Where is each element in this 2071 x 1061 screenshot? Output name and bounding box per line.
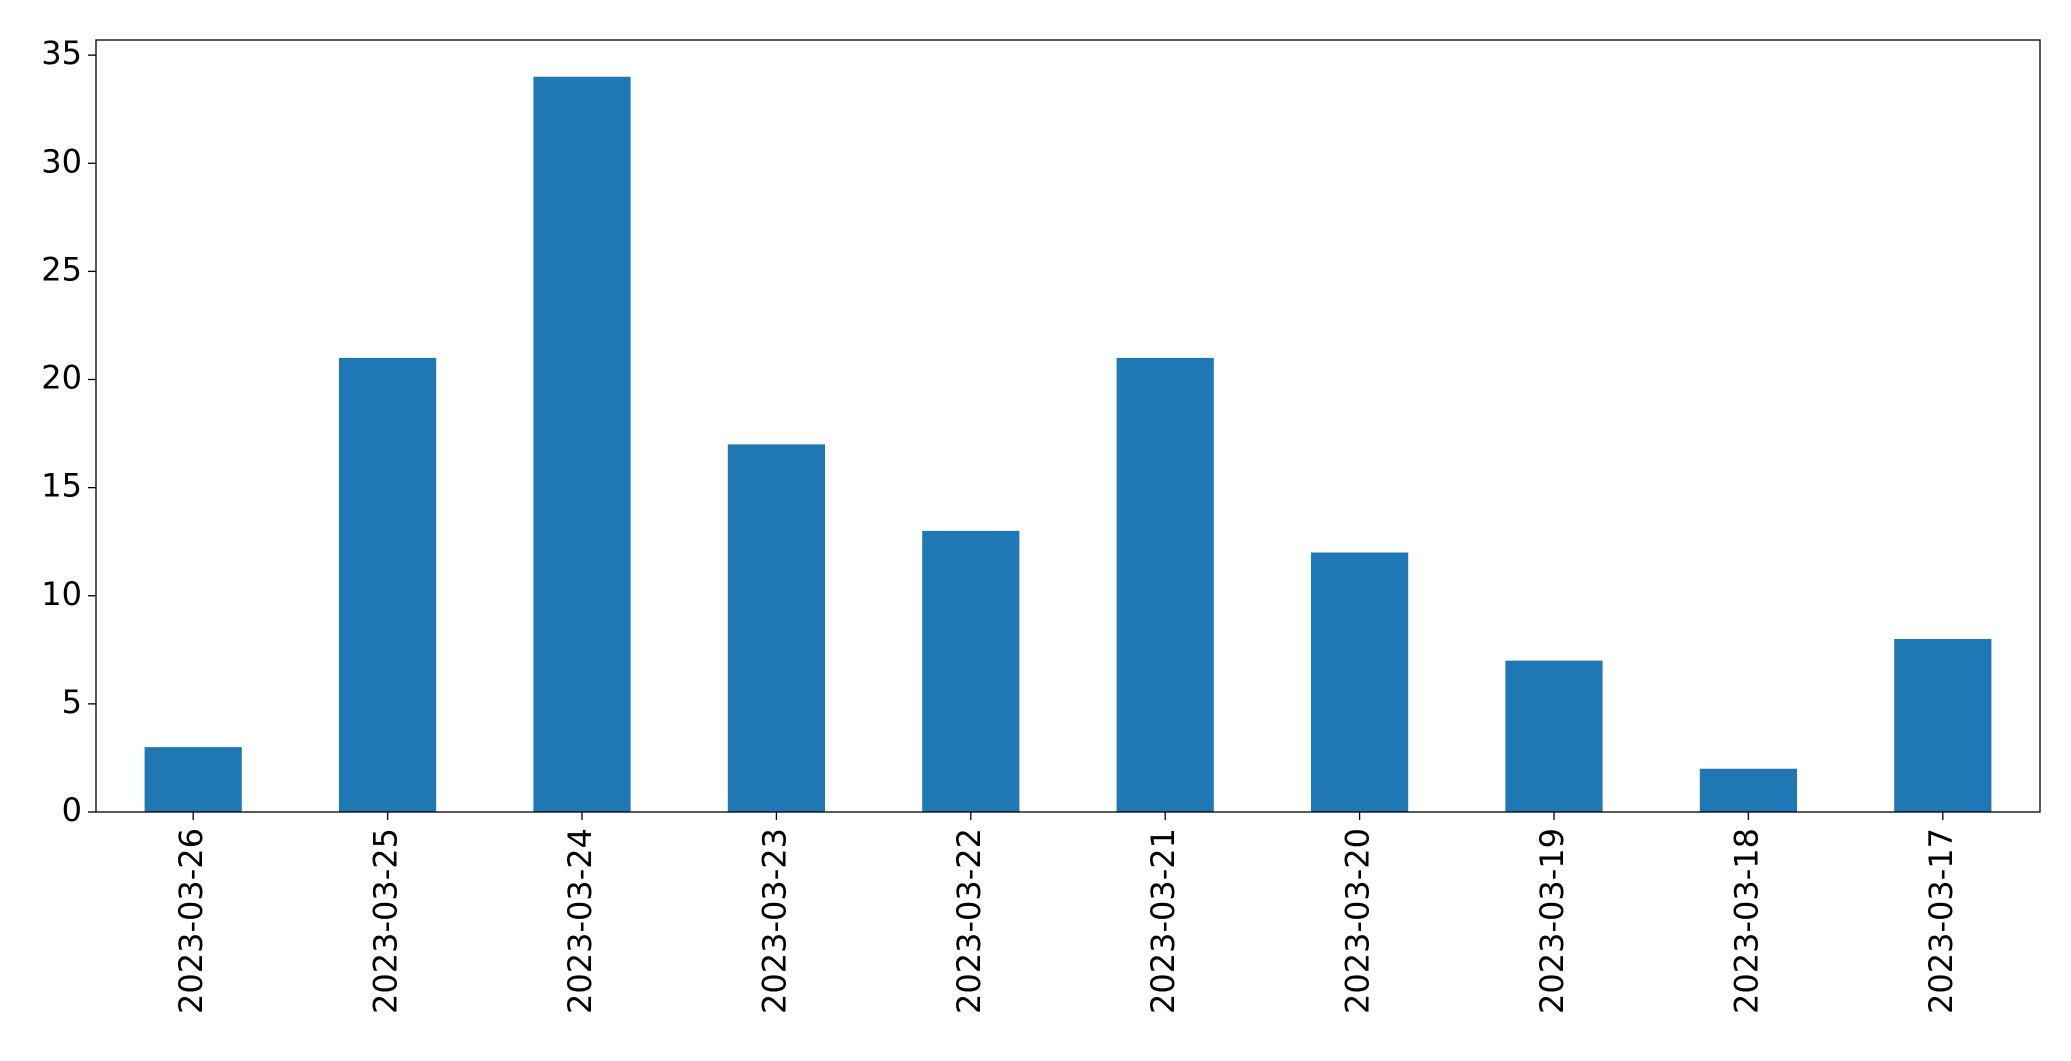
- x-tick-label: 2023-03-20: [1339, 828, 1377, 1014]
- axes-frame: [95, 39, 2041, 813]
- x-tick-label: 2023-03-24: [561, 828, 599, 1014]
- x-tick-label: 2023-03-26: [172, 828, 210, 1014]
- bar: [1699, 768, 1797, 812]
- bar: [1311, 552, 1409, 812]
- x-tick-label: 2023-03-25: [367, 828, 405, 1014]
- x-tick-label: 2023-03-23: [755, 828, 793, 1014]
- y-tick-label: 20: [41, 359, 82, 397]
- x-tick-label: 2023-03-21: [1144, 828, 1182, 1014]
- y-tick-label: 15: [41, 467, 82, 505]
- y-tick-label: 25: [41, 250, 82, 288]
- bar: [922, 530, 1020, 812]
- bar: [727, 444, 825, 812]
- y-tick-label: 0: [62, 791, 82, 829]
- y-tick-label: 30: [41, 142, 82, 180]
- x-tick-label: 2023-03-22: [950, 828, 988, 1014]
- bar: [339, 357, 437, 812]
- bar: [144, 747, 242, 812]
- bar: [533, 76, 631, 812]
- x-tick-label: 2023-03-18: [1727, 828, 1765, 1014]
- bar: [1116, 357, 1214, 812]
- y-tick-label: 10: [41, 575, 82, 613]
- x-tick-label: 2023-03-17: [1922, 828, 1960, 1014]
- y-tick-label: 5: [62, 683, 82, 721]
- bar: [1505, 660, 1603, 812]
- y-tick-label: 35: [41, 34, 82, 72]
- x-tick-label: 2023-03-19: [1533, 828, 1571, 1014]
- bar: [1894, 639, 1992, 812]
